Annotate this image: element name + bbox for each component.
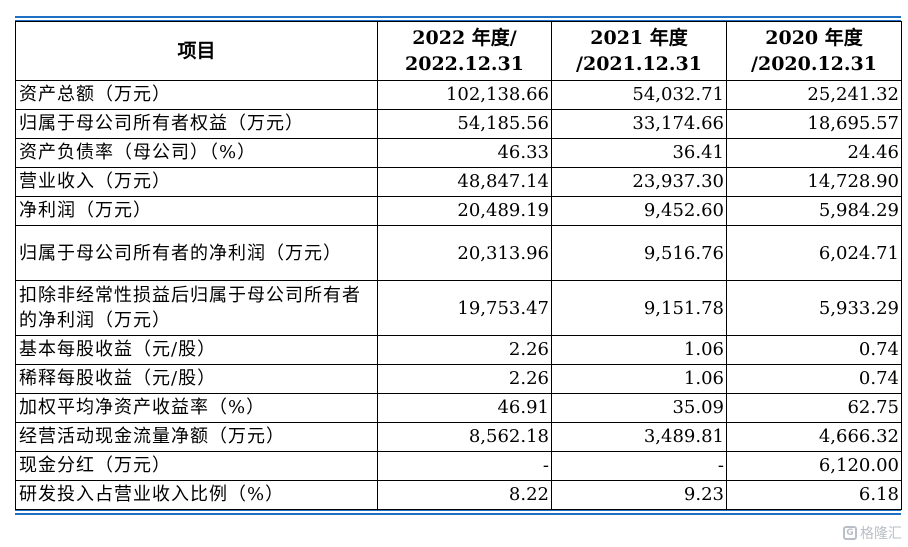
value-2022: 54,185.56 [377,109,552,139]
value-2021: 9,151.78 [551,280,727,336]
value-2021: 9,452.60 [551,196,727,226]
value-2021: 9.23 [551,480,727,510]
table-row: 研发投入占营业收入比例（%） 8.22 9.23 6.18 [15,480,902,510]
value-2020: 5,933.29 [726,280,902,336]
header-2021-line2: /2021.12.31 [576,53,702,75]
row-label: 资产总额（万元） [15,80,378,110]
header-2020-line1: 2020 年度 [765,27,863,49]
value-2020: 5,984.29 [726,196,902,226]
value-2020: 25,241.32 [726,80,902,110]
header-2020: 2020 年度 /2020.12.31 [726,21,902,81]
header-2021: 2021 年度 /2021.12.31 [551,21,727,81]
value-2020: 6,120.00 [726,451,902,481]
table-row: 基本每股收益（元/股） 2.26 1.06 0.74 [15,335,902,365]
value-2022: 8,562.18 [377,422,552,452]
value-2022: 2.26 [377,335,552,365]
value-2022: 19,753.47 [377,280,552,336]
row-label: 资产负债率（母公司）（%） [15,138,378,168]
value-2021: 23,937.30 [551,167,727,197]
value-2021: 9,516.76 [551,225,727,281]
value-2022: 20,313.96 [377,225,552,281]
header-2020-line2: /2020.12.31 [751,53,877,75]
row-label: 归属于母公司所有者权益（万元） [15,109,378,139]
value-2020: 6,024.71 [726,225,902,281]
financial-summary-table: 项目 2022 年度/ 2022.12.31 2021 年度 /2021.12.… [15,21,902,510]
table-bottom-rule [15,510,901,515]
value-2020: 6.18 [726,480,902,510]
table-top-rule [15,16,901,21]
table-row: 归属于母公司所有者权益（万元） 54,185.56 33,174.66 18,695.… [15,109,902,139]
watermark: G 格隆汇 [843,523,902,543]
value-2021: 35.09 [551,393,727,423]
header-2022-line1: 2022 年度/ [412,27,517,49]
row-label: 经营活动现金流量净额（万元） [15,422,378,452]
value-2020: 18,695.57 [726,109,902,139]
value-2022: 8.22 [377,480,552,510]
value-2021: 36.41 [551,138,727,168]
value-2022: 46.33 [377,138,552,168]
table-row: 现金分红（万元） - -6,120.00 [15,451,902,481]
table-row: 经营活动现金流量净额（万元） 8,562.18 3,489.81 4,666.32 [15,422,902,452]
table-row: 扣除非经常性损益后归属于母公司所有者的净利润（万元） 19,753.47 9,151… [15,280,902,336]
table-row: 资产负债率（母公司）（%） 46.33 36.41 24.46 [15,138,902,168]
table-header-row: 项目 2022 年度/ 2022.12.31 2021 年度 /2021.12.… [15,21,902,81]
value-2022: 102,138.66 [377,80,552,110]
header-item: 项目 [15,21,378,81]
table-row: 资产总额（万元） 102,138.66 54,032.71 25,241.32 [15,80,902,110]
row-label: 基本每股收益（元/股） [15,335,378,365]
value-2021: - [551,451,727,481]
value-2020: 62.75 [726,393,902,423]
table-row: 归属于母公司所有者的净利润（万元） 20,313.96 9,516.76 6,024.… [15,225,902,281]
table-row: 营业收入（万元） 48,847.14 23,937.30 14,728.90 [15,167,902,197]
header-2022-line2: 2022.12.31 [405,53,524,75]
value-2020: 14,728.90 [726,167,902,197]
row-label: 归属于母公司所有者的净利润（万元） [15,225,378,281]
header-2022: 2022 年度/ 2022.12.31 [377,21,552,81]
row-label: 稀释每股收益（元/股） [15,364,378,394]
value-2022: - [377,451,552,481]
table-body: 资产总额（万元） 102,138.66 54,032.71 25,241.32 归属于母… [15,80,902,510]
value-2020: 0.74 [726,335,902,365]
table-row: 加权平均净资产收益率（%） 46.91 35.09 62.75 [15,393,902,423]
value-2021: 3,489.81 [551,422,727,452]
value-2021: 1.06 [551,335,727,365]
financial-table-container: 项目 2022 年度/ 2022.12.31 2021 年度 /2021.12.… [15,16,902,515]
row-label: 加权平均净资产收益率（%） [15,393,378,423]
value-2020: 4,666.32 [726,422,902,452]
value-2022: 46.91 [377,393,552,423]
value-2022: 48,847.14 [377,167,552,197]
row-label: 营业收入（万元） [15,167,378,197]
row-label: 现金分红（万元） [15,451,378,481]
value-2022: 20,489.19 [377,196,552,226]
value-2021: 54,032.71 [551,80,727,110]
row-label: 扣除非经常性损益后归属于母公司所有者的净利润（万元） [15,280,378,336]
value-2020: 24.46 [726,138,902,168]
table-row: 净利润（万元） 20,489.19 9,452.60 5,984.29 [15,196,902,226]
value-2021: 33,174.66 [551,109,727,139]
watermark-logo-icon: G [843,526,857,540]
row-label: 净利润（万元） [15,196,378,226]
watermark-text: 格隆汇 [860,526,902,542]
value-2022: 2.26 [377,364,552,394]
table-row: 稀释每股收益（元/股） 2.26 1.06 0.74 [15,364,902,394]
header-2021-line1: 2021 年度 [590,27,688,49]
value-2020: 0.74 [726,364,902,394]
value-2021: 1.06 [551,364,727,394]
row-label: 研发投入占营业收入比例（%） [15,480,378,510]
